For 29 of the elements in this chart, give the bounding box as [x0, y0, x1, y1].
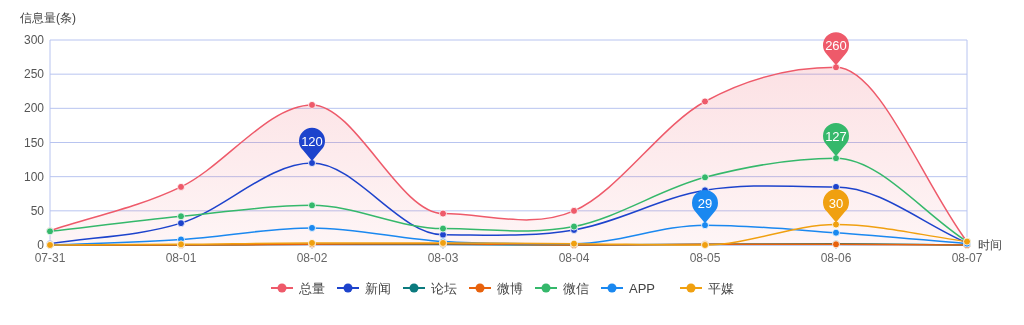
y-tick-label: 200 — [23, 101, 45, 116]
x-tick-label: 08-01 — [165, 251, 197, 265]
data-label: 30 — [828, 195, 844, 211]
x-tick-label: 08-07 — [951, 251, 983, 265]
x-tick-label: 08-05 — [689, 251, 721, 265]
y-tick-label: 50 — [30, 203, 45, 218]
y-tick-label: 100 — [23, 169, 45, 184]
y-tick-label: 150 — [23, 135, 45, 150]
legend-label: 新闻 — [365, 281, 391, 296]
x-tick-label: 08-02 — [296, 251, 328, 265]
legend-label: 总量 — [298, 281, 325, 296]
legend-label: 论坛 — [431, 281, 457, 296]
y-tick-label: 300 — [23, 33, 45, 47]
data-label: 120 — [301, 134, 323, 149]
x-axis-title: 时间 — [978, 238, 1002, 252]
x-tick-label: 08-06 — [820, 251, 852, 265]
y-tick-label: 0 — [37, 238, 45, 252]
data-label: 29 — [697, 196, 713, 212]
data-label: 127 — [825, 129, 847, 145]
legend-label: 微信 — [563, 281, 589, 296]
legend-label: 微博 — [497, 281, 523, 296]
x-tick-label: 08-03 — [427, 251, 459, 265]
legend-label: 平媒 — [708, 281, 734, 296]
x-tick-label: 08-04 — [558, 251, 590, 265]
y-tick-label: 250 — [23, 67, 45, 82]
x-tick-label: 07-31 — [34, 251, 66, 265]
legend-label: APP — [629, 281, 656, 296]
data-label: 260 — [825, 38, 847, 54]
y-axis-title: 信息量(条) — [20, 11, 76, 25]
